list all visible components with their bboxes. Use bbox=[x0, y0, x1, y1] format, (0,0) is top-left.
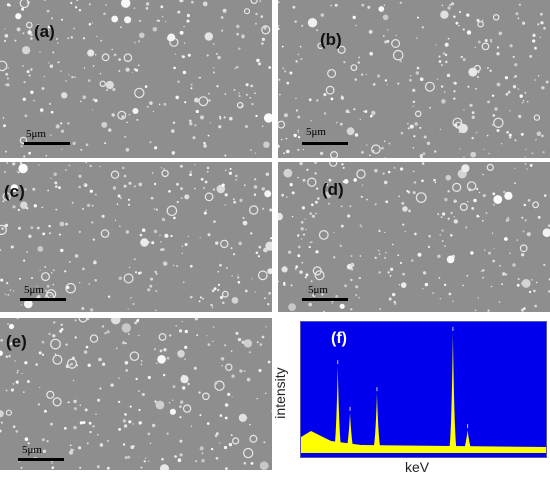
eds-peak bbox=[346, 412, 354, 451]
scale-bar-d bbox=[302, 298, 348, 301]
eds-spectrum-panel: (f) bbox=[300, 321, 547, 458]
sem-texture bbox=[278, 0, 550, 158]
sem-image-c: (c) 5μm bbox=[0, 162, 272, 312]
eds-spectrum-plot bbox=[301, 326, 546, 453]
eds-x-axis-label: keV bbox=[405, 459, 430, 475]
scale-bar-c bbox=[20, 298, 66, 301]
scale-text-b: 5μm bbox=[306, 126, 326, 138]
scale-bar-e bbox=[18, 458, 64, 461]
sem-image-b: (b) 5μm bbox=[278, 0, 550, 158]
scale-text-a: 5μm bbox=[26, 128, 46, 140]
eds-peak bbox=[333, 366, 342, 451]
eds-peak bbox=[463, 430, 472, 451]
eds-y-axis-label: intensity bbox=[272, 367, 288, 419]
panel-label-f: (f) bbox=[331, 330, 347, 347]
eds-background-hump bbox=[301, 431, 546, 451]
panel-label-e: (e) bbox=[6, 332, 27, 351]
panel-label-d: (d) bbox=[322, 180, 344, 199]
scale-bar-b bbox=[302, 142, 348, 145]
scale-text-d: 5μm bbox=[308, 284, 328, 296]
sem-texture bbox=[0, 0, 272, 158]
scale-text-e: 5μm bbox=[22, 444, 42, 456]
sem-texture bbox=[0, 318, 272, 470]
panel-label-c: (c) bbox=[4, 182, 25, 201]
sem-texture bbox=[278, 162, 550, 312]
sem-image-e: (e) 5μm bbox=[0, 318, 272, 470]
panel-label-a: (a) bbox=[34, 22, 55, 41]
eds-peak bbox=[448, 332, 457, 451]
eds-peak bbox=[372, 393, 381, 451]
panel-label-b: (b) bbox=[320, 30, 342, 49]
scale-text-c: 5μm bbox=[24, 284, 44, 296]
sem-texture bbox=[0, 162, 272, 312]
sem-image-d: (d) 5μm bbox=[278, 162, 550, 312]
scale-bar-a bbox=[24, 142, 70, 145]
sem-image-a: (a) 5μm bbox=[0, 0, 272, 158]
